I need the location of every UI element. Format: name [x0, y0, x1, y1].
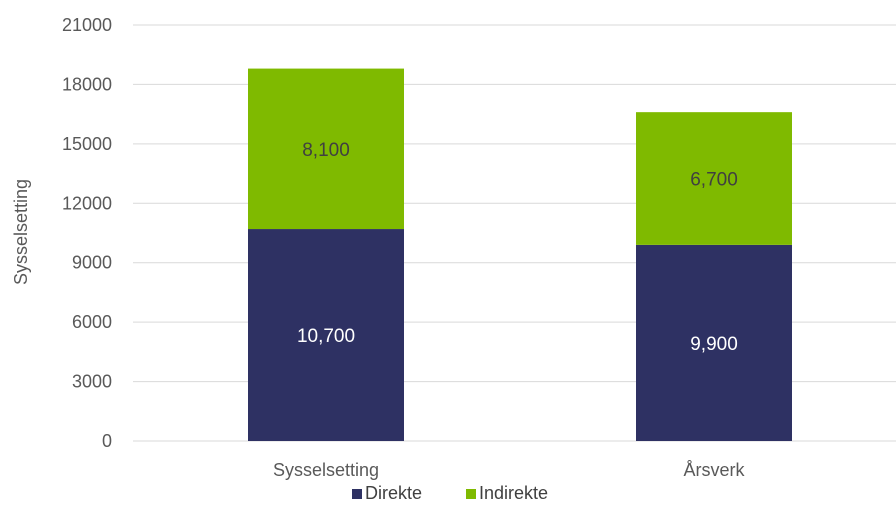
data-labels: 10,700 8,100 9,900 6,700: [297, 140, 738, 355]
y-tick-label: 18000: [62, 74, 112, 94]
y-tick-label: 12000: [62, 193, 112, 213]
bars: [248, 68, 792, 441]
bar-direkte-1: [248, 229, 404, 441]
legend-swatch-direkte: [352, 489, 362, 499]
bar-indirekte-1: [248, 68, 404, 230]
bar-direkte-2: [636, 244, 792, 441]
y-tick-label: 9000: [72, 253, 112, 273]
legend-label-direkte: Direkte: [365, 483, 422, 503]
data-label: 9,900: [690, 334, 738, 355]
y-axis-ticks: 0 3000 6000 9000 12000 15000 18000 21000: [62, 15, 112, 451]
x-axis-ticks: Sysselsetting Årsverk: [273, 460, 746, 480]
data-label: 6,700: [690, 170, 738, 191]
legend-label-indirekte: Indirekte: [479, 483, 548, 503]
legend-swatch-indirekte: [466, 489, 476, 499]
y-tick-label: 0: [102, 431, 112, 451]
y-tick-label: 6000: [72, 312, 112, 332]
x-tick-label: Sysselsetting: [273, 460, 379, 480]
y-tick-label: 15000: [62, 134, 112, 154]
x-tick-label: Årsverk: [683, 460, 745, 480]
data-label: 8,100: [302, 140, 350, 161]
y-tick-label: 3000: [72, 372, 112, 392]
y-tick-label: 21000: [62, 15, 112, 35]
data-label: 10,700: [297, 326, 355, 347]
bar-indirekte-2: [636, 112, 792, 245]
legend: Direkte Indirekte: [352, 483, 548, 503]
y-axis-title: Sysselsetting: [11, 179, 31, 285]
